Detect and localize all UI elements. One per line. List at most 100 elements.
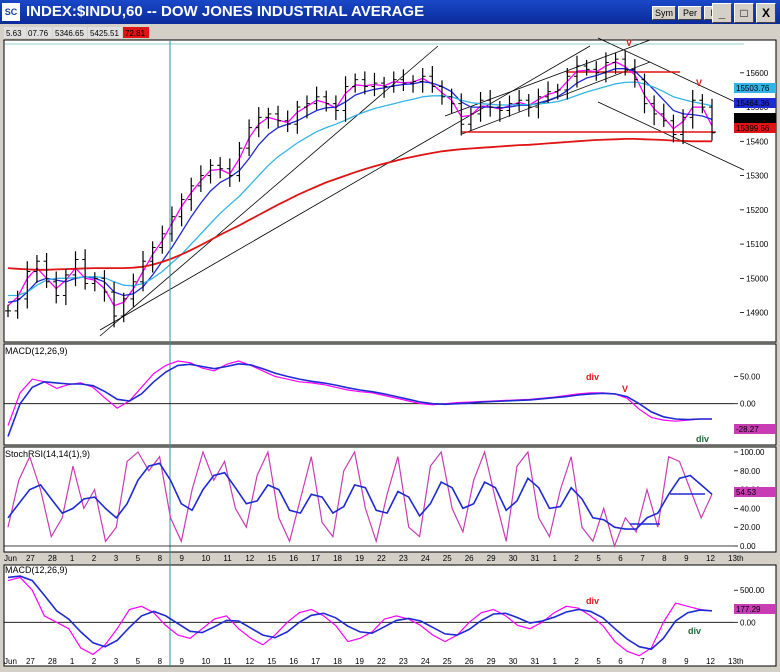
x-tick-label: 19 <box>355 657 364 666</box>
x-tick-label: 12 <box>245 657 254 666</box>
x-tick-label: 23 <box>399 554 408 563</box>
macd1-div-2: div <box>696 434 709 444</box>
value-label-box <box>734 424 776 434</box>
x-tick-label: 2 <box>574 657 579 666</box>
x-tick-label: 1 <box>70 657 75 666</box>
macd-panel-2 <box>3 564 777 667</box>
x-tick-label: 2 <box>574 554 579 563</box>
x-tick-label: 28 <box>48 657 57 666</box>
x-tick-label: Jun <box>4 657 17 666</box>
stochrsi-panel <box>3 446 777 553</box>
ma-label-value: 15503.76 <box>736 84 770 93</box>
x-tick-label: 15 <box>267 657 276 666</box>
ma-label-box <box>734 113 776 123</box>
x-tick-label: 27 <box>26 657 35 666</box>
x-tick-label: Jun <box>4 554 17 563</box>
y-tick-label: 80.00 <box>740 467 761 476</box>
x-tick-label: 30 <box>509 554 518 563</box>
stochrsi-title: StochRSI(14,14(1),9) <box>5 449 90 459</box>
y-tick-label: 0.00 <box>740 542 756 551</box>
x-tick-label: 2 <box>92 657 97 666</box>
value-label-box <box>734 487 776 497</box>
macd1-title: MACD(12,26,9) <box>5 346 68 356</box>
price-panel <box>3 39 777 343</box>
sym-button[interactable]: Sym <box>652 6 676 20</box>
x-tick-label: 8 <box>662 554 667 563</box>
osc-line-1 <box>7 362 712 437</box>
ma-label-value: 15399.56 <box>736 124 770 133</box>
x-tick-label: 29 <box>487 657 496 666</box>
app-icon: SC <box>2 3 20 21</box>
x-tick-label: 5 <box>596 554 601 563</box>
x-tick-label: 6 <box>618 554 623 563</box>
price-ma-line-3 <box>8 81 713 297</box>
x-tick-label: 5 <box>136 657 141 666</box>
price-ma-line-1 <box>7 61 713 307</box>
x-tick-label: 11 <box>223 554 232 563</box>
x-tick-label: 10 <box>201 554 210 563</box>
y-tick-label: 500.00 <box>740 586 765 595</box>
value-label: -28.27 <box>736 425 759 434</box>
x-tick-label: 8 <box>662 657 667 666</box>
y-tick-label: 0.00 <box>740 618 756 627</box>
x-tick-label: 10 <box>201 657 210 666</box>
ma-label-value: 15464.36 <box>736 99 770 108</box>
macd1-y-axis: 50.00 0.00 -28.27 <box>734 372 776 434</box>
window-title: INDEX:$INDU,60 -- DOW JONES INDUSTRIAL A… <box>26 3 425 20</box>
x-tick-label: 12 <box>245 554 254 563</box>
stochrsi-series <box>4 449 734 548</box>
x-tick-label: 25 <box>443 554 452 563</box>
x-tick-label: 15 <box>267 554 276 563</box>
x-tick-label: 31 <box>531 657 540 666</box>
x-tick-label: 13th <box>728 657 744 666</box>
price-y-tick-label: 14900 <box>746 309 769 318</box>
per-button[interactable]: Per <box>678 6 702 20</box>
legend-value-4: 5425.51 <box>90 29 119 38</box>
x-tick-label: 16 <box>289 554 298 563</box>
channel-line <box>597 101 745 171</box>
minimize-button[interactable]: _ <box>712 3 732 23</box>
x-tick-label: 22 <box>377 657 386 666</box>
legend-value-5: 72.81 <box>125 29 146 38</box>
x-tick-label: 12 <box>706 554 715 563</box>
x-tick-label: 18 <box>333 657 342 666</box>
osc-line-1 <box>7 575 713 651</box>
macd1-series <box>4 360 734 437</box>
trendline <box>99 45 439 337</box>
x-tick-label: 1 <box>552 657 557 666</box>
ma-label-box <box>734 123 776 133</box>
price-y-tick-label: 15600 <box>746 69 769 78</box>
x-tick-label: 8 <box>158 657 163 666</box>
x-tick-label: 31 <box>531 554 540 563</box>
x-tick-label: 28 <box>48 554 57 563</box>
y-tick-label: 40.00 <box>740 504 761 513</box>
x-tick-label: 27 <box>26 554 35 563</box>
x-tick-label: 8 <box>158 554 163 563</box>
x-tick-label: 17 <box>311 657 320 666</box>
x-axis-2: Jun 27 28 1 2 3 5 8 9 10 11 12 15 16 17 18 19 22 23 24 25 26 2… <box>4 657 744 666</box>
osc-line-0 <box>7 576 713 657</box>
price-series <box>7 61 713 307</box>
price-y-tick-label: 15300 <box>746 172 769 181</box>
x-tick-label: 7 <box>640 554 645 563</box>
y-tick-label: 20.00 <box>740 523 761 532</box>
x-tick-label: 23 <box>399 657 408 666</box>
macd2-title: MACD(12,26,9) <box>5 565 68 575</box>
ma-label-value: 15425.51 <box>736 114 770 123</box>
x-tick-label: 13th <box>728 554 744 563</box>
chart-canvas: 5.63 07.76 5346.65 5425.51 72.81 1490015… <box>2 26 778 670</box>
close-button[interactable]: X <box>756 3 776 23</box>
price-y-tick-label: 15200 <box>746 206 769 215</box>
macd2-series <box>4 575 734 657</box>
x-tick-label: 26 <box>465 554 474 563</box>
x-tick-label: 5 <box>596 657 601 666</box>
x-tick-label: 19 <box>355 554 364 563</box>
x-tick-label: 18 <box>333 554 342 563</box>
macd1-div-1: div <box>586 372 599 382</box>
maximize-button[interactable]: □ <box>734 3 754 23</box>
osc-line-0 <box>7 449 713 548</box>
macd2-y-axis: 500.00 0.00 177.29 <box>734 586 776 627</box>
x-tick-label: 6 <box>618 657 623 666</box>
macd2-div-1: div <box>586 596 599 606</box>
